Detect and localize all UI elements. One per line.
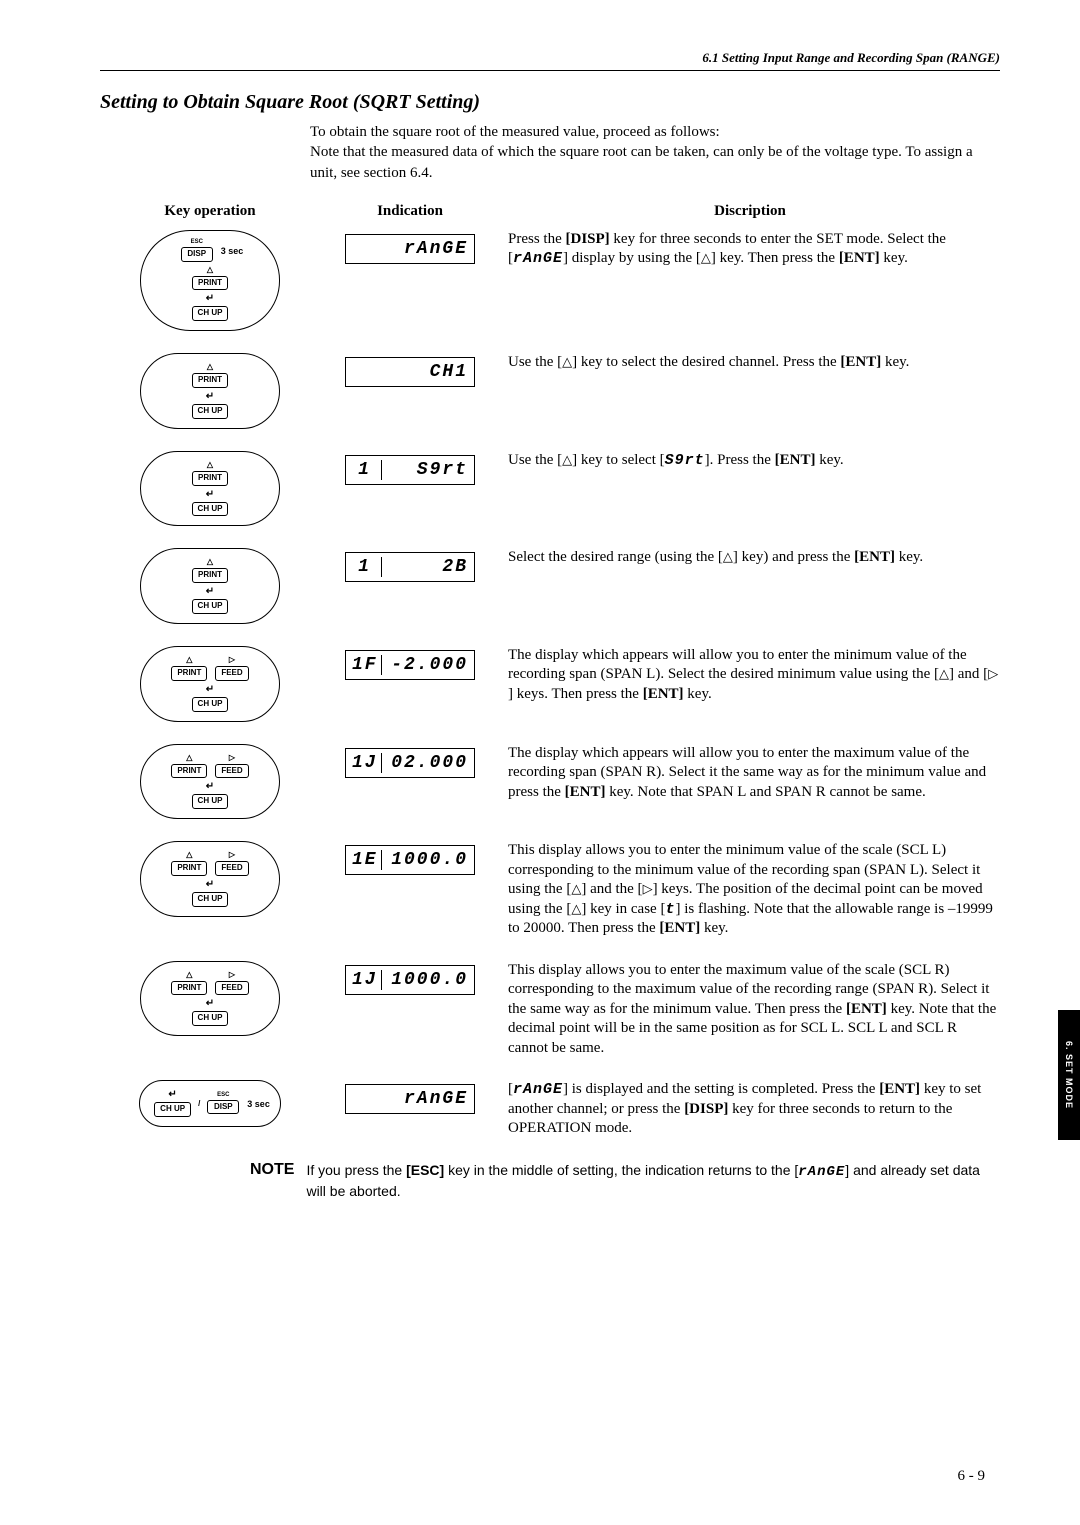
indication-cell: 1E1000.0	[320, 841, 500, 875]
key-operation-cell: PRINT CH UP	[100, 451, 320, 527]
lcd-display: 1F-2.000	[345, 650, 475, 680]
note-text: If you press the [ESC] key in the middle…	[306, 1161, 1000, 1202]
description-cell: [rAnGE] is displayed and the setting is …	[500, 1080, 1000, 1139]
keypad: PRINT FEED CH UP	[140, 961, 280, 1037]
lcd-display: 1S9rt	[345, 455, 475, 485]
step-row: PRINT CH UP 1S9rt Use the [△] key to sel…	[100, 451, 1000, 527]
step-row: PRINT FEED CH UP 1J1000.0 This display a…	[100, 961, 1000, 1059]
description-cell: This display allows you to enter the min…	[500, 841, 1000, 939]
step-row: PRINT CH UP 12B Select the desired range…	[100, 548, 1000, 624]
col-key-operation: Key operation	[100, 203, 320, 220]
step-row: ESCDISP 3 sec PRINT CH UP rAnGE Press th…	[100, 230, 1000, 331]
lcd-display: 1J02.000	[345, 748, 475, 778]
step-row: PRINT FEED CH UP 1E1000.0 This display a…	[100, 841, 1000, 939]
key-operation-cell: PRINT CH UP	[100, 353, 320, 429]
keypad: ESCDISP 3 sec PRINT CH UP	[140, 230, 280, 331]
key-operation-cell: PRINT FEED CH UP	[100, 841, 320, 917]
lcd-display: 1J1000.0	[345, 965, 475, 995]
step-row: PRINT FEED CH UP 1F-2.000 The display wh…	[100, 646, 1000, 722]
lcd-display: CH1	[345, 357, 475, 387]
page-header: 6.1 Setting Input Range and Recording Sp…	[100, 50, 1000, 71]
description-cell: Use the [△] key to select [S9rt]. Press …	[500, 451, 1000, 471]
key-operation-cell: PRINT FEED CH UP	[100, 961, 320, 1037]
description-cell: The display which appears will allow you…	[500, 646, 1000, 705]
indication-cell: 1F-2.000	[320, 646, 500, 680]
keypad: PRINT FEED CH UP	[140, 841, 280, 917]
key-operation-cell: PRINT CH UP	[100, 548, 320, 624]
key-operation-cell: PRINT FEED CH UP	[100, 744, 320, 820]
indication-cell: 12B	[320, 548, 500, 582]
keypad: PRINT CH UP	[140, 548, 280, 624]
indication-cell: rAnGE	[320, 1080, 500, 1114]
step-row: CH UP / ESCDISP 3 sec rAnGE [rAnGE] is d…	[100, 1080, 1000, 1139]
keypad: PRINT CH UP	[140, 353, 280, 429]
keypad: CH UP / ESCDISP 3 sec	[139, 1080, 281, 1127]
lcd-display: rAnGE	[345, 1084, 475, 1114]
note-section: NOTE If you press the [ESC] key in the m…	[250, 1161, 1000, 1202]
intro-text: To obtain the square root of the measure…	[310, 122, 1000, 183]
indication-cell: 1S9rt	[320, 451, 500, 485]
col-description: Discription	[500, 203, 1000, 220]
lcd-display: 1E1000.0	[345, 845, 475, 875]
description-cell: Select the desired range (using the [△] …	[500, 548, 1000, 568]
col-indication: Indication	[320, 203, 500, 220]
note-label: NOTE	[250, 1161, 294, 1202]
lcd-display: 12B	[345, 552, 475, 582]
description-cell: This display allows you to enter the max…	[500, 961, 1000, 1059]
indication-cell: 1J1000.0	[320, 961, 500, 995]
indication-cell: 1J02.000	[320, 744, 500, 778]
key-operation-cell: PRINT FEED CH UP	[100, 646, 320, 722]
page-number: 6 - 9	[958, 1468, 986, 1485]
keypad: PRINT FEED CH UP	[140, 744, 280, 820]
indication-cell: rAnGE	[320, 230, 500, 264]
keypad: PRINT CH UP	[140, 451, 280, 527]
key-operation-cell: ESCDISP 3 sec PRINT CH UP	[100, 230, 320, 331]
section-title: Setting to Obtain Square Root (SQRT Sett…	[100, 91, 1000, 114]
step-row: PRINT FEED CH UP 1J02.000 The display wh…	[100, 744, 1000, 820]
keypad: PRINT FEED CH UP	[140, 646, 280, 722]
indication-cell: CH1	[320, 353, 500, 387]
column-headers: Key operation Indication Discription	[100, 203, 1000, 220]
lcd-display: rAnGE	[345, 234, 475, 264]
description-cell: Press the [DISP] key for three seconds t…	[500, 230, 1000, 269]
key-operation-cell: CH UP / ESCDISP 3 sec	[100, 1080, 320, 1127]
step-row: PRINT CH UP CH1 Use the [△] key to selec…	[100, 353, 1000, 429]
description-cell: The display which appears will allow you…	[500, 744, 1000, 803]
steps-list: ESCDISP 3 sec PRINT CH UP rAnGE Press th…	[100, 230, 1000, 1139]
side-tab: 6. SET MODE	[1058, 1010, 1080, 1140]
description-cell: Use the [△] key to select the desired ch…	[500, 353, 1000, 373]
